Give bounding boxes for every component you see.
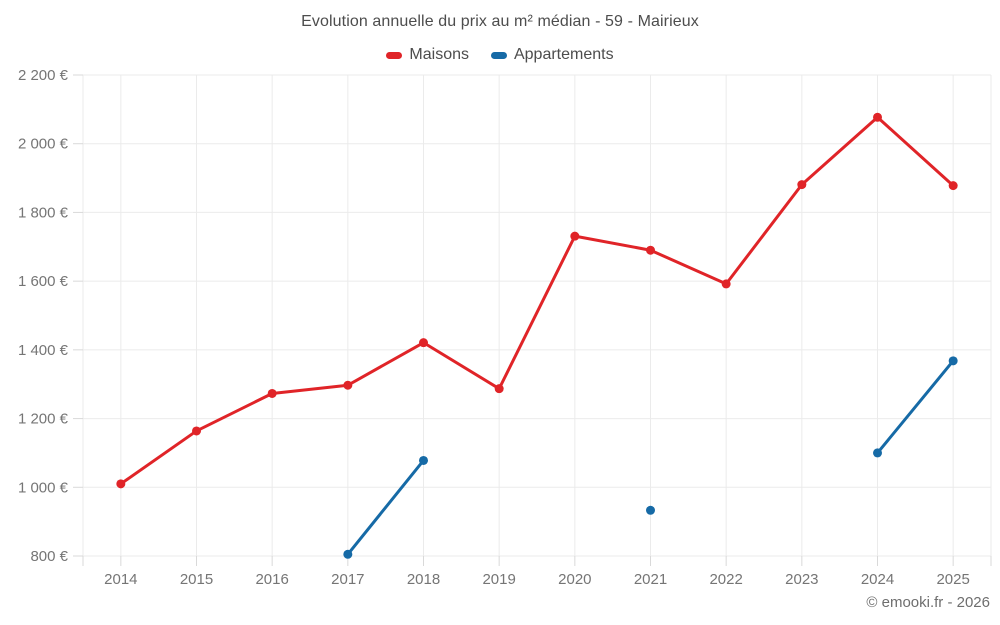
x-axis-tick-label: 2016 bbox=[255, 571, 288, 588]
y-axis-tick-label: 1 000 € bbox=[18, 479, 69, 496]
x-axis-tick-label: 2017 bbox=[331, 571, 364, 588]
data-point[interactable] bbox=[646, 245, 655, 255]
x-axis-tick-label: 2024 bbox=[861, 571, 894, 588]
data-point[interactable] bbox=[343, 549, 353, 559]
x-axis-tick-label: 2021 bbox=[634, 571, 667, 588]
y-axis-tick-label: 1 800 € bbox=[18, 204, 69, 221]
legend-item-maisons[interactable]: Maisons bbox=[386, 46, 469, 64]
y-axis-tick-label: 2 200 € bbox=[18, 67, 69, 84]
data-point[interactable] bbox=[267, 388, 277, 398]
series-line bbox=[346, 458, 425, 556]
x-axis-tick-label: 2015 bbox=[180, 571, 213, 588]
x-axis-tick-label: 2020 bbox=[558, 571, 591, 588]
maisons-color-swatch bbox=[386, 51, 403, 59]
data-point[interactable] bbox=[873, 448, 882, 458]
x-axis-tick-label: 2018 bbox=[407, 571, 440, 588]
y-axis-tick-label: 1 400 € bbox=[18, 342, 69, 359]
data-point[interactable] bbox=[948, 356, 958, 366]
y-axis-tick-label: 1 200 € bbox=[18, 411, 69, 428]
x-axis-tick-label: 2014 bbox=[104, 571, 137, 588]
y-axis-tick-label: 1 600 € bbox=[18, 273, 69, 290]
gridlines bbox=[82, 74, 992, 557]
axis-labels: 800 € 1 000 € 1 200 € 1 400 € 1 600 € 1 800 €… bbox=[18, 67, 970, 588]
data-point[interactable] bbox=[797, 180, 807, 190]
series-appartements bbox=[343, 356, 958, 559]
chart-title: Evolution annuelle du prix au m² médian … bbox=[301, 13, 699, 30]
data-point[interactable] bbox=[948, 181, 958, 191]
data-point[interactable] bbox=[419, 338, 428, 348]
appartements-color-swatch bbox=[490, 51, 507, 59]
series-line bbox=[119, 115, 955, 486]
y-axis-tick-label: 2 000 € bbox=[18, 136, 69, 153]
y-axis-tick-label: 800 € bbox=[30, 548, 68, 565]
data-point[interactable] bbox=[343, 380, 353, 390]
data-point[interactable] bbox=[192, 426, 201, 436]
chart-legend: Maisons Appartements bbox=[0, 46, 1000, 64]
x-axis-tick-label: 2019 bbox=[482, 571, 515, 588]
data-point[interactable] bbox=[646, 505, 655, 515]
x-axis-tick-label: 2023 bbox=[785, 571, 818, 588]
data-point[interactable] bbox=[419, 455, 428, 465]
data-point[interactable] bbox=[721, 279, 731, 289]
data-point[interactable] bbox=[116, 479, 126, 489]
data-point[interactable] bbox=[570, 231, 580, 241]
series-line bbox=[876, 359, 955, 455]
x-axis-tick-label: 2022 bbox=[709, 571, 742, 588]
legend-label-appartements: Appartements bbox=[513, 46, 614, 63]
axis-ticks bbox=[73, 74, 992, 566]
legend-label-maisons: Maisons bbox=[409, 46, 469, 63]
data-point[interactable] bbox=[873, 112, 882, 122]
x-axis-tick-label: 2025 bbox=[936, 571, 969, 588]
watermark-credit: © emooki.fr - 2026 bbox=[866, 594, 990, 611]
series-maisons bbox=[116, 112, 958, 489]
data-point[interactable] bbox=[494, 384, 504, 394]
legend-item-appartements[interactable]: Appartements bbox=[490, 46, 614, 64]
